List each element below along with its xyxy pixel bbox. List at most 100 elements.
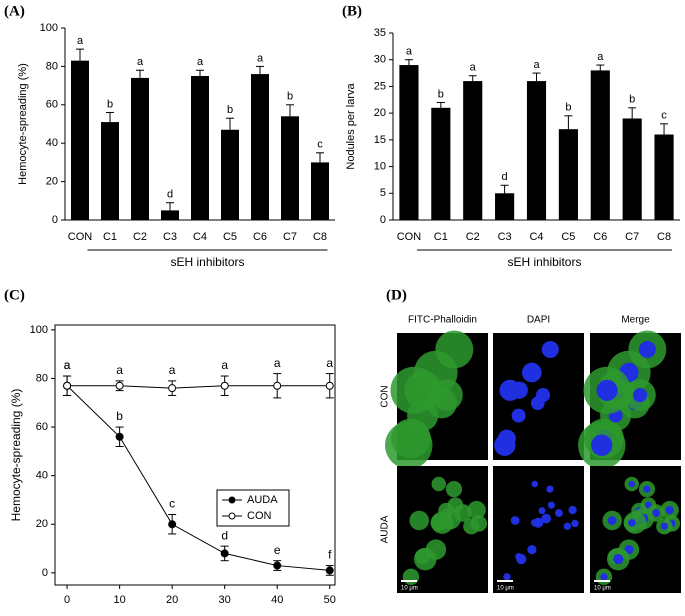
- cell-nucleus: [538, 507, 546, 515]
- cell-actin: [467, 500, 486, 520]
- point: [63, 381, 72, 390]
- x-tick-label: C7: [625, 231, 639, 243]
- x-tick-label: C3: [498, 231, 512, 243]
- y-tick-label: 0: [380, 214, 386, 226]
- cell-nucleus: [607, 516, 617, 525]
- point: [220, 549, 229, 558]
- y-tick-label: 0: [52, 214, 58, 226]
- legend-label: CON: [247, 510, 272, 522]
- cell-nucleus: [511, 408, 526, 423]
- x-tick-label: C5: [223, 231, 237, 243]
- significance-label: e: [274, 543, 281, 557]
- cell-nucleus: [547, 501, 555, 509]
- cell-nucleus: [613, 554, 624, 565]
- y-tick-label: 25: [374, 80, 386, 92]
- bar: [463, 81, 483, 220]
- x-tick-label: C2: [466, 231, 480, 243]
- cell-nucleus: [527, 544, 537, 555]
- bar: [281, 116, 299, 220]
- x-tick-label: C3: [163, 231, 177, 243]
- cell-nucleus: [665, 505, 674, 515]
- x-tick-label: C1: [103, 231, 117, 243]
- cell-nucleus: [510, 516, 520, 525]
- cell-nucleus: [531, 519, 539, 527]
- x-tick-label: 20: [166, 594, 178, 606]
- y-axis-label: Hemocyte-spreading (%): [9, 389, 23, 522]
- significance-label: a: [137, 56, 144, 68]
- point: [168, 384, 177, 393]
- column-label: Merge: [621, 315, 650, 326]
- legend-label: AUDA: [247, 494, 278, 506]
- cell-nucleus: [568, 505, 577, 515]
- cell-actin: [435, 330, 474, 369]
- bar: [191, 76, 209, 220]
- series-line: [67, 385, 330, 389]
- significance-label: b: [107, 98, 113, 110]
- y-tick-label: 80: [36, 372, 48, 384]
- significance-label: a: [77, 35, 84, 47]
- y-tick-label: 40: [36, 470, 48, 482]
- cell-nucleus: [571, 519, 579, 528]
- x-tick-label: C5: [561, 231, 575, 243]
- cell-actin: [409, 510, 429, 531]
- point: [220, 381, 229, 390]
- y-tick-label: 20: [36, 518, 48, 530]
- cell-nucleus: [638, 340, 656, 359]
- bar: [495, 193, 515, 220]
- cell-nucleus: [643, 485, 651, 493]
- panel-label: (A): [4, 3, 25, 19]
- y-tick-label: 100: [30, 324, 48, 336]
- cell-nucleus: [546, 485, 554, 493]
- x-tick-label: 30: [219, 594, 231, 606]
- cell-nucleus: [503, 573, 511, 581]
- plot-frame: [54, 324, 336, 586]
- cell-nucleus: [531, 480, 539, 488]
- cell-nucleus: [632, 387, 648, 403]
- column-label: FITC-Phalloidin: [408, 315, 477, 326]
- significance-label: a: [326, 356, 333, 370]
- significance-label: b: [629, 94, 635, 106]
- legend-marker: [228, 496, 236, 504]
- x-tick-label: 10: [113, 594, 125, 606]
- y-tick-label: 60: [36, 421, 48, 433]
- x-tick-label: C6: [253, 231, 267, 243]
- y-tick-label: 10: [374, 160, 386, 172]
- point: [273, 381, 282, 390]
- panel-label: (B): [342, 3, 362, 19]
- bar: [71, 60, 89, 220]
- x-tick-label: CON: [397, 231, 422, 243]
- x-tick-label: C8: [657, 231, 671, 243]
- bar: [558, 129, 578, 220]
- point: [115, 432, 124, 441]
- y-tick-label: 5: [380, 187, 386, 199]
- cell-actin: [413, 547, 437, 571]
- x-tick-label: 40: [271, 594, 283, 606]
- group-label: sEH inhibitors: [170, 255, 244, 269]
- cell-nucleus: [591, 434, 613, 456]
- point: [273, 561, 282, 570]
- y-tick-label: 0: [42, 567, 48, 579]
- cell-nucleus: [596, 379, 618, 401]
- scale-bar-label: 10 μm: [594, 586, 611, 592]
- x-tick-label: C6: [593, 231, 607, 243]
- significance-label: a: [197, 56, 204, 68]
- significance-label: a: [64, 358, 71, 372]
- significance-label: d: [221, 528, 228, 542]
- x-tick-label: 50: [324, 594, 336, 606]
- cell-nucleus: [660, 522, 668, 530]
- significance-label: c: [317, 139, 323, 151]
- y-tick-label: 80: [46, 60, 58, 72]
- cell-nucleus: [521, 362, 542, 383]
- significance-label: a: [597, 51, 604, 63]
- panel-label: (C): [4, 287, 25, 303]
- x-tick-label: C1: [434, 231, 448, 243]
- x-tick-label: 0: [64, 594, 70, 606]
- cell-actin: [402, 568, 420, 586]
- significance-label: d: [502, 171, 508, 183]
- y-axis-label: Nodules per larva: [345, 83, 357, 170]
- row-label: AUDA: [380, 515, 391, 543]
- significance-label: a: [470, 62, 477, 74]
- significance-label: a: [116, 363, 123, 377]
- panel-label: (D): [386, 287, 407, 303]
